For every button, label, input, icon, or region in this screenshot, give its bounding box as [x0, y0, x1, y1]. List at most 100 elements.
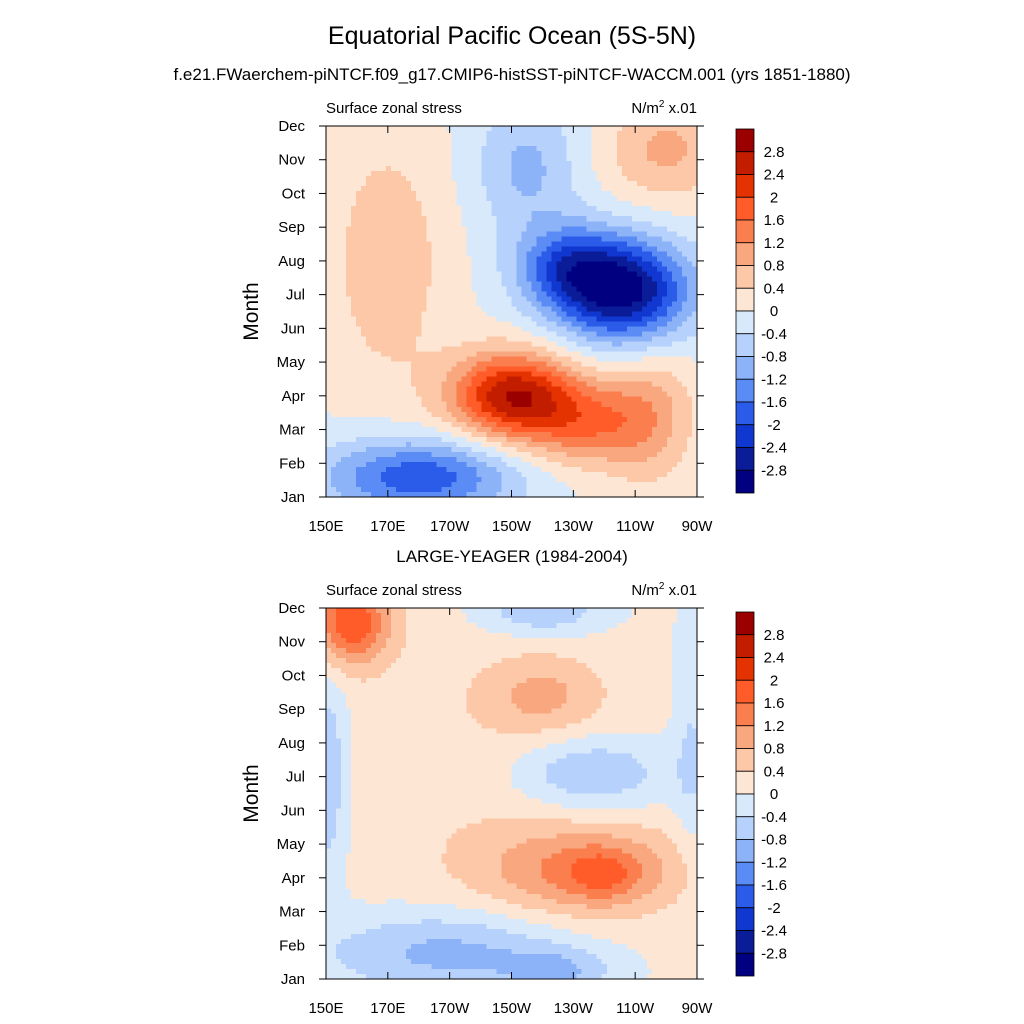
- field-cell: [476, 186, 483, 192]
- field-cell: [356, 306, 362, 313]
- field-cell: [381, 316, 387, 323]
- field-cell: [396, 401, 402, 408]
- field-cell: [681, 386, 688, 393]
- field-cell: [611, 301, 618, 308]
- field-cell: [461, 411, 467, 418]
- field-cell: [486, 311, 493, 318]
- field-cell: [351, 401, 357, 408]
- field-cell: [471, 441, 477, 448]
- field-cell: [531, 256, 538, 262]
- field-cell: [666, 176, 673, 182]
- field-cell: [511, 196, 518, 202]
- field-cell: [561, 396, 568, 403]
- field-cell: [431, 401, 437, 408]
- field-cell: [481, 171, 488, 177]
- field-cell: [616, 396, 623, 403]
- field-cell: [366, 446, 372, 453]
- field-cell: [666, 316, 673, 323]
- field-cell: [556, 156, 563, 162]
- field-cell: [356, 176, 362, 182]
- field-cell: [491, 291, 498, 298]
- field-cell: [371, 361, 377, 368]
- field-cell: [571, 256, 578, 262]
- field-cell: [551, 266, 558, 272]
- field-cell: [641, 251, 648, 257]
- field-cell: [486, 306, 493, 313]
- field-cell: [446, 391, 452, 398]
- field-cell: [351, 396, 357, 403]
- field-cell: [651, 181, 658, 187]
- field-cell: [656, 261, 663, 267]
- field-cell: [341, 251, 347, 257]
- field-cell: [651, 381, 658, 388]
- field-cell: [681, 321, 688, 328]
- field-cell: [421, 126, 427, 132]
- field-cell: [531, 281, 538, 288]
- field-cell: [601, 251, 608, 257]
- field-cell: [416, 281, 422, 288]
- field-cell: [686, 271, 693, 277]
- field-cell: [421, 216, 427, 222]
- field-cell: [486, 366, 493, 373]
- field-cell: [641, 381, 648, 388]
- field-cell: [486, 201, 493, 207]
- field-cell: [461, 441, 467, 448]
- field-cell: [591, 351, 598, 358]
- field-cell: [606, 206, 613, 212]
- field-cell: [621, 156, 628, 162]
- field-cell: [446, 146, 452, 152]
- field-cell: [686, 191, 693, 197]
- field-cell: [596, 166, 603, 172]
- field-cell: [416, 436, 422, 443]
- field-cell: [411, 216, 417, 222]
- field-cell: [411, 426, 417, 433]
- field-cell: [381, 126, 387, 132]
- field-cell: [411, 381, 417, 388]
- field-cell: [416, 401, 422, 408]
- field-cell: [626, 401, 633, 408]
- field-cell: [366, 126, 372, 132]
- field-cell: [606, 306, 613, 313]
- field-cell: [381, 346, 387, 353]
- field-cell: [651, 261, 658, 267]
- field-cell: [371, 406, 377, 413]
- field-cell: [391, 296, 397, 303]
- field-cell: [416, 221, 422, 227]
- field-cell: [366, 421, 372, 428]
- field-cell: [496, 446, 503, 453]
- field-cell: [616, 371, 623, 378]
- field-cell: [616, 451, 623, 458]
- field-cell: [551, 181, 558, 187]
- field-cell: [501, 321, 508, 328]
- field-cell: [546, 241, 553, 247]
- field-cell: [526, 416, 533, 423]
- field-cell: [421, 151, 427, 157]
- field-cell: [476, 311, 483, 318]
- field-cell: [396, 271, 402, 277]
- field-cell: [661, 241, 668, 247]
- field-cell: [521, 186, 528, 192]
- field-cell: [431, 381, 437, 388]
- field-cell: [366, 461, 372, 468]
- field-cell: [436, 176, 442, 182]
- field-cell: [481, 211, 488, 217]
- field-cell: [326, 126, 332, 132]
- field-cell: [531, 396, 538, 403]
- field-cell: [456, 451, 462, 458]
- field-cell: [406, 246, 412, 252]
- field-cell: [591, 366, 598, 373]
- field-cell: [481, 281, 488, 288]
- field-cell: [351, 206, 357, 212]
- field-cell: [341, 446, 347, 453]
- field-cell: [571, 416, 578, 423]
- field-cell: [581, 336, 588, 343]
- field-cell: [526, 151, 533, 157]
- field-cell: [441, 431, 447, 438]
- field-cell: [326, 166, 332, 172]
- field-cell: [606, 431, 613, 438]
- field-cell: [561, 186, 568, 192]
- field-cell: [406, 376, 412, 383]
- field-cell: [431, 351, 437, 358]
- field-cell: [431, 251, 437, 257]
- field-cell: [401, 231, 407, 237]
